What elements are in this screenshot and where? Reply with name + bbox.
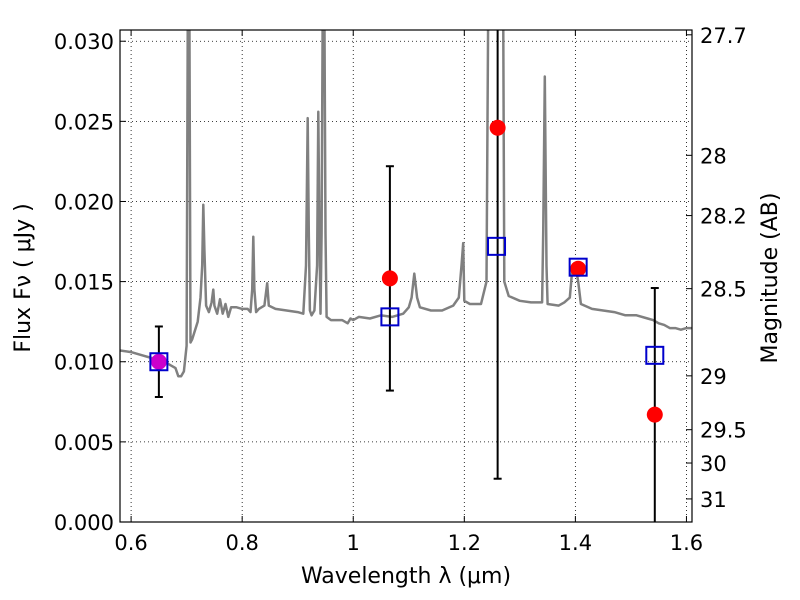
ticks: 0.6 0.8 1 1.2 1.4 1.6 0.000 0.005 0.010 0.015 0.02…	[54, 24, 747, 555]
x-tick-label: 1.2	[448, 531, 481, 555]
flux-point	[150, 353, 167, 370]
y2-tick-label: 29	[700, 365, 727, 389]
x-tick-label: 0.8	[225, 531, 258, 555]
flux-point	[489, 119, 506, 136]
y-tick-label: 0.020	[54, 190, 114, 214]
y-tick-label: 0.010	[54, 351, 114, 375]
y-tick-label: 0.025	[54, 110, 114, 134]
model-flux-square	[568, 257, 588, 277]
marker-layer	[149, 119, 665, 423]
plot-frame	[119, 29, 693, 523]
y2-tick-label: 28.2	[700, 205, 747, 229]
y2-tick-label: 30	[700, 452, 727, 476]
y-axis-label: Flux Fν ( μJy )	[11, 203, 36, 352]
y2-tick-label: 29.5	[700, 419, 747, 443]
y2-tick-label: 28	[700, 144, 727, 168]
x-tick-label: 1.6	[670, 531, 703, 555]
flux-point	[570, 260, 587, 277]
grid	[120, 30, 692, 522]
y-tick-label: 0.030	[54, 30, 114, 54]
model-flux-square	[380, 307, 400, 327]
flux-point	[381, 270, 398, 287]
y2-tick-label: 27.7	[700, 24, 747, 48]
x-tick-label: 1	[347, 531, 360, 555]
flux-point	[646, 406, 663, 423]
x-tick-label: 1.4	[559, 531, 592, 555]
spectrum-line-layer	[120, 30, 692, 378]
y2-tick-label: 31	[700, 488, 727, 512]
y2-axis-label: Magnitude (AB)	[758, 193, 783, 364]
x-tick-label: 0.6	[114, 531, 147, 555]
x-axis-label: Wavelength λ (μm)	[301, 564, 511, 589]
model-flux-square	[149, 352, 169, 372]
y2-tick-label: 28.5	[700, 278, 747, 302]
model-flux-square	[645, 345, 665, 365]
y-tick-label: 0.005	[54, 431, 114, 455]
y-tick-label: 0.015	[54, 271, 114, 295]
model-flux-square	[487, 236, 507, 256]
y-tick-label: 0.000	[54, 511, 114, 535]
spectrum-line	[120, 30, 692, 378]
